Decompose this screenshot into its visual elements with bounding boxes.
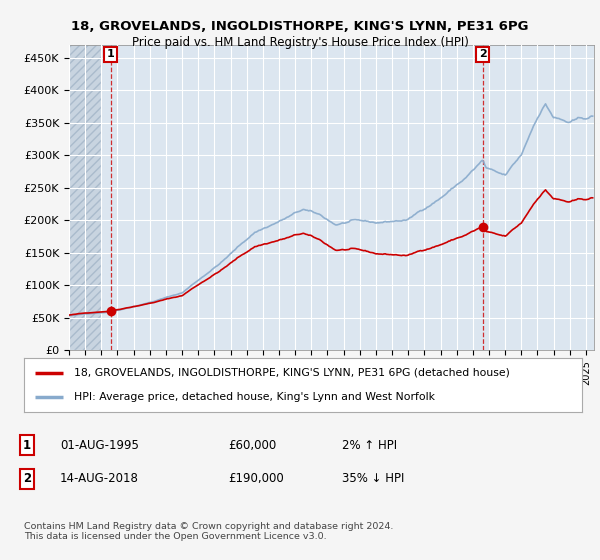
Text: Contains HM Land Registry data © Crown copyright and database right 2024.
This d: Contains HM Land Registry data © Crown c…: [24, 522, 394, 542]
Text: 2: 2: [479, 49, 487, 59]
Text: 2: 2: [23, 472, 31, 486]
Text: Price paid vs. HM Land Registry's House Price Index (HPI): Price paid vs. HM Land Registry's House …: [131, 36, 469, 49]
Text: 14-AUG-2018: 14-AUG-2018: [60, 472, 139, 486]
Text: 1: 1: [23, 438, 31, 452]
Text: £60,000: £60,000: [228, 438, 276, 452]
Text: £190,000: £190,000: [228, 472, 284, 486]
Text: 2% ↑ HPI: 2% ↑ HPI: [342, 438, 397, 452]
Text: 35% ↓ HPI: 35% ↓ HPI: [342, 472, 404, 486]
Text: 18, GROVELANDS, INGOLDISTHORPE, KING'S LYNN, PE31 6PG (detached house): 18, GROVELANDS, INGOLDISTHORPE, KING'S L…: [74, 368, 510, 378]
Text: 18, GROVELANDS, INGOLDISTHORPE, KING'S LYNN, PE31 6PG: 18, GROVELANDS, INGOLDISTHORPE, KING'S L…: [71, 20, 529, 32]
Text: 01-AUG-1995: 01-AUG-1995: [60, 438, 139, 452]
Text: HPI: Average price, detached house, King's Lynn and West Norfolk: HPI: Average price, detached house, King…: [74, 392, 435, 402]
Bar: [69, 45, 101, 350]
Text: 1: 1: [107, 49, 115, 59]
